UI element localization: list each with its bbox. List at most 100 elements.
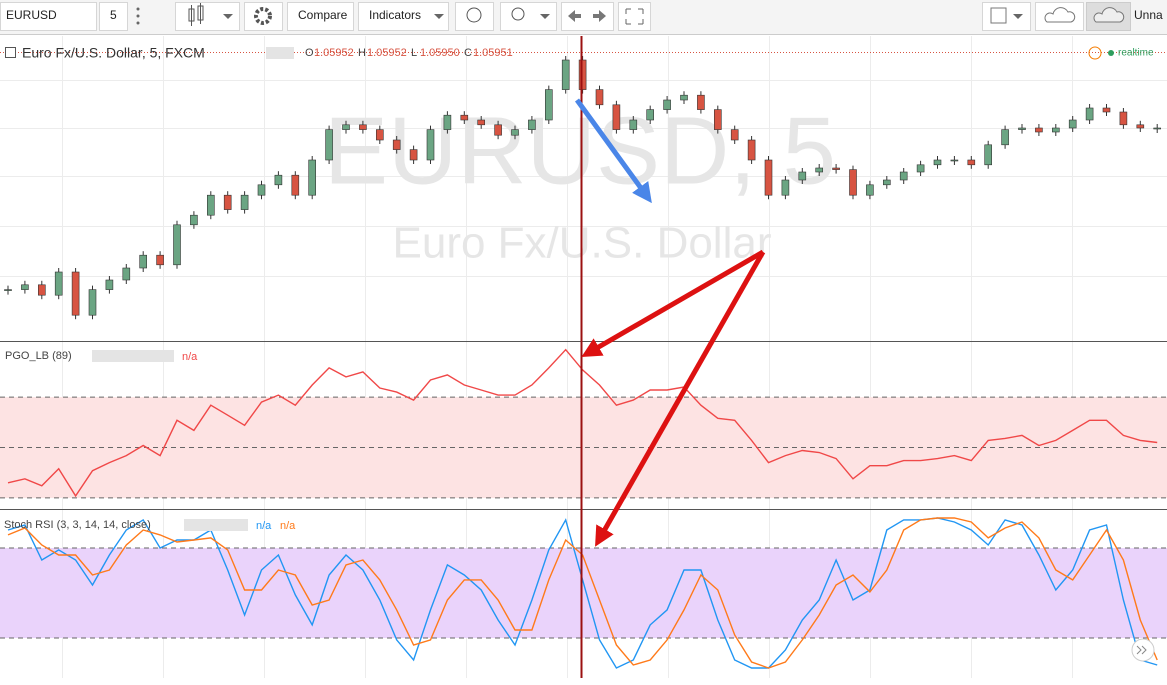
candle (967, 159, 976, 166)
more-icon[interactable] (136, 7, 140, 25)
legend-buttons[interactable] (266, 47, 294, 59)
ohlc-value: 1.05950 (420, 47, 460, 59)
candle (1068, 119, 1077, 129)
candle-icon (188, 3, 204, 26)
gear-icon (254, 7, 272, 25)
ohlc-values: O 1.05952 H 1.05952 L 1.05950 C 1.05951 (305, 47, 513, 59)
ohlc-label: O (305, 47, 314, 59)
candle (595, 89, 604, 106)
stoch-d-value: n/a (280, 520, 296, 532)
candle (392, 139, 401, 150)
candle (781, 179, 790, 196)
candle (798, 171, 807, 181)
candle (663, 99, 671, 110)
candle (88, 289, 97, 316)
collapse-box[interactable] (5, 47, 16, 58)
indicator-line (7, 517, 1158, 669)
settings-button[interactable] (244, 2, 283, 31)
red-arrow (595, 250, 766, 547)
indicators-button[interactable] (358, 2, 449, 31)
stoch-band (0, 547, 1167, 638)
candle (240, 194, 249, 210)
candle (139, 254, 147, 269)
pgo-value: n/a (182, 351, 198, 363)
candle (1052, 127, 1060, 133)
candle (426, 129, 435, 161)
symbol-box[interactable] (0, 2, 97, 31)
candle (1136, 124, 1145, 129)
blue-arrow (574, 98, 652, 204)
candle (1001, 129, 1009, 146)
candle (4, 289, 12, 291)
stoch-legend-buttons[interactable] (184, 519, 248, 531)
candle (21, 284, 29, 290)
interval[interactable]: 5 (110, 8, 117, 22)
candle (528, 119, 536, 130)
alert-button[interactable] (455, 2, 494, 31)
candle (460, 114, 469, 121)
candle (173, 224, 181, 266)
indicator-line (7, 517, 1158, 669)
candle (1119, 111, 1128, 126)
dropdown-arrow (434, 14, 444, 19)
candle (832, 167, 840, 170)
ohlc-label: H (358, 47, 366, 59)
compare-label[interactable]: Compare (298, 8, 348, 22)
candle (882, 179, 891, 186)
candle (359, 124, 367, 130)
candle (578, 59, 587, 90)
candle (916, 164, 925, 173)
scroll-button[interactable] (1131, 638, 1155, 662)
ohlc-value: 1.05952 (314, 47, 354, 59)
hint-button[interactable] (500, 2, 557, 31)
candle (1153, 127, 1161, 130)
candle (122, 267, 131, 281)
stoch-title: Stoch RSI (3, 3, 14, 14, close) (4, 519, 151, 531)
candle (291, 174, 300, 196)
candle (1035, 127, 1043, 133)
candle (207, 194, 215, 216)
dropdown-arrow (540, 14, 550, 19)
candle (629, 119, 638, 130)
candle (409, 149, 418, 161)
candle (375, 129, 384, 141)
clock-icon (1088, 46, 1102, 60)
candle (561, 59, 570, 90)
candle (815, 167, 824, 173)
candle (713, 109, 722, 130)
cloud-down-icon (1044, 7, 1076, 23)
symbol[interactable]: EURUSD (6, 8, 57, 22)
fullscreen-button[interactable] (618, 2, 651, 31)
candle (308, 159, 317, 196)
pgo-legend-buttons[interactable] (92, 350, 174, 362)
ohlc-label: L (411, 47, 417, 59)
candle (443, 114, 452, 130)
stoch-k-value: n/a (256, 520, 272, 532)
candle (54, 271, 63, 296)
candle (612, 104, 621, 130)
indicator-line (7, 348, 1158, 498)
candle (257, 184, 266, 196)
candle (494, 124, 502, 136)
candle (190, 214, 198, 226)
dropdown-arrow (223, 14, 233, 19)
compare-button[interactable] (287, 2, 354, 31)
candle (71, 271, 80, 316)
candle (342, 124, 350, 130)
candle (156, 254, 164, 266)
color-swatch (990, 7, 1007, 24)
candle (1102, 107, 1111, 113)
candle (274, 174, 283, 186)
ohlc-value: 1.05952 (367, 47, 407, 59)
interval-box[interactable] (99, 2, 128, 31)
candle (899, 171, 908, 181)
candle (764, 159, 773, 196)
indicators-label[interactable]: Indicators (369, 8, 421, 22)
plot-area (0, 56, 1167, 669)
candle (477, 119, 486, 126)
scroll-icon (1136, 645, 1147, 655)
layout-name[interactable]: Unna (1134, 8, 1163, 22)
